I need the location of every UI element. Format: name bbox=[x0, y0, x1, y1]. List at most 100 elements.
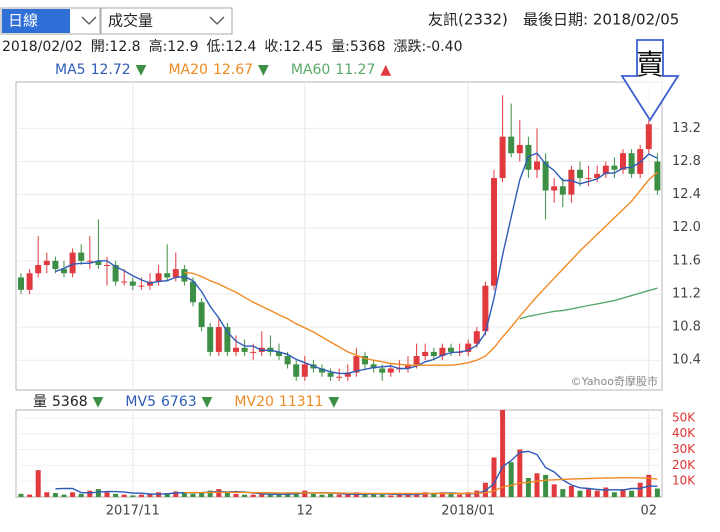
legend-trend: ▼ bbox=[328, 394, 339, 410]
candle-body bbox=[224, 327, 231, 352]
candle-body bbox=[138, 285, 145, 287]
candle-body bbox=[439, 347, 446, 357]
volume-bar bbox=[147, 493, 153, 497]
volume-bar bbox=[328, 493, 334, 497]
x-tick-label: 12 bbox=[297, 504, 314, 519]
quote-info: 收:12.45 bbox=[264, 39, 323, 55]
stock-name: 友訊(2332) bbox=[428, 11, 508, 29]
volume-bar bbox=[35, 470, 41, 497]
volume-bar bbox=[586, 489, 592, 497]
volume-bar bbox=[27, 494, 33, 497]
mv-line bbox=[55, 450, 658, 496]
quote-info: 2018/02/02 bbox=[2, 39, 83, 55]
candle-body bbox=[319, 368, 325, 373]
candle-body bbox=[594, 173, 601, 179]
candle-body bbox=[336, 376, 343, 378]
y-tick-label: 10K bbox=[672, 474, 696, 488]
candle-body bbox=[620, 153, 626, 170]
volume-bar bbox=[78, 493, 84, 497]
candle-body bbox=[430, 351, 437, 357]
candle-body bbox=[276, 351, 282, 357]
candle-body bbox=[35, 264, 42, 274]
candle-body bbox=[250, 351, 257, 353]
mv-line bbox=[184, 477, 658, 495]
volume-bar bbox=[620, 489, 626, 497]
candle-body bbox=[129, 281, 136, 286]
candle-body bbox=[181, 269, 188, 282]
volume-bar bbox=[138, 494, 144, 497]
volume-bar bbox=[594, 490, 600, 497]
y-tick-label: 20K bbox=[672, 458, 696, 472]
candle-body bbox=[534, 161, 540, 170]
candle-body bbox=[198, 302, 205, 328]
quote-info: 低:12.4 bbox=[206, 39, 256, 55]
volume-bar bbox=[173, 491, 179, 497]
volume-bar bbox=[439, 492, 445, 497]
volume-bar bbox=[310, 493, 316, 497]
volume-bar bbox=[95, 489, 101, 497]
candle-body bbox=[645, 124, 652, 150]
candle-body bbox=[654, 161, 661, 191]
volume-bar bbox=[199, 492, 205, 497]
candle-body bbox=[86, 260, 93, 262]
ma-line bbox=[184, 171, 658, 366]
volume-bar bbox=[121, 494, 127, 497]
volume-bar bbox=[637, 482, 643, 497]
volume-value: 5368 bbox=[52, 394, 88, 410]
volume-bar bbox=[500, 410, 506, 497]
volume-bar bbox=[388, 495, 394, 497]
volume-bar bbox=[543, 474, 549, 497]
y-tick-label: 10.4 bbox=[672, 353, 701, 368]
candle-body bbox=[628, 153, 635, 174]
legend-value: 11.27 bbox=[335, 62, 375, 78]
indicator-select[interactable] bbox=[100, 7, 233, 35]
quote-info: 開:12.8 bbox=[91, 39, 141, 55]
volume-bar bbox=[44, 492, 50, 497]
legend-value: 6763 bbox=[161, 394, 197, 410]
volume-name: 量 bbox=[33, 394, 47, 410]
volume-bar bbox=[568, 485, 574, 497]
y-tick-label: 12.0 bbox=[672, 220, 701, 235]
candle-body bbox=[172, 269, 179, 278]
volume-bar bbox=[508, 462, 514, 497]
volume-bar bbox=[629, 490, 635, 497]
volume-bar bbox=[560, 489, 566, 497]
volume-bar bbox=[457, 494, 463, 497]
volume-trend: ▼ bbox=[93, 394, 104, 410]
candle-body bbox=[516, 144, 523, 154]
volume-bar bbox=[267, 494, 273, 497]
volume-bar bbox=[52, 493, 58, 497]
volume-panel bbox=[15, 409, 663, 498]
volume-bar bbox=[345, 494, 351, 497]
candle-body bbox=[611, 165, 618, 170]
candle-body bbox=[112, 264, 119, 282]
volume-bar bbox=[276, 494, 282, 497]
candle-body bbox=[405, 364, 411, 369]
candle-body bbox=[353, 356, 360, 373]
legend-value: 11311 bbox=[279, 394, 324, 410]
candle-body bbox=[473, 331, 480, 344]
candle-body bbox=[379, 368, 386, 373]
candle-body bbox=[293, 364, 300, 377]
volume-bar bbox=[396, 494, 402, 497]
candle-body bbox=[448, 347, 454, 352]
candle-body bbox=[577, 169, 583, 179]
volume-bar bbox=[551, 484, 557, 497]
volume-bar bbox=[517, 449, 523, 497]
legend-name: MA5 bbox=[55, 62, 86, 78]
x-tick-label: 2018/01 bbox=[441, 504, 495, 519]
volume-bar bbox=[61, 494, 67, 497]
volume-bar bbox=[362, 493, 368, 497]
volume-bar bbox=[181, 493, 187, 497]
candle-body bbox=[78, 252, 85, 261]
candle-body bbox=[301, 364, 308, 377]
volume-bar bbox=[534, 473, 540, 497]
candle-body bbox=[585, 178, 592, 180]
volume-bar bbox=[431, 493, 437, 497]
y-tick-label: 50K bbox=[672, 410, 696, 424]
volume-bar bbox=[164, 493, 170, 497]
candle-body bbox=[602, 165, 609, 174]
legend-trend: ▼ bbox=[258, 62, 269, 78]
legend-value: 12.72 bbox=[91, 62, 131, 78]
volume-bar bbox=[216, 489, 222, 497]
